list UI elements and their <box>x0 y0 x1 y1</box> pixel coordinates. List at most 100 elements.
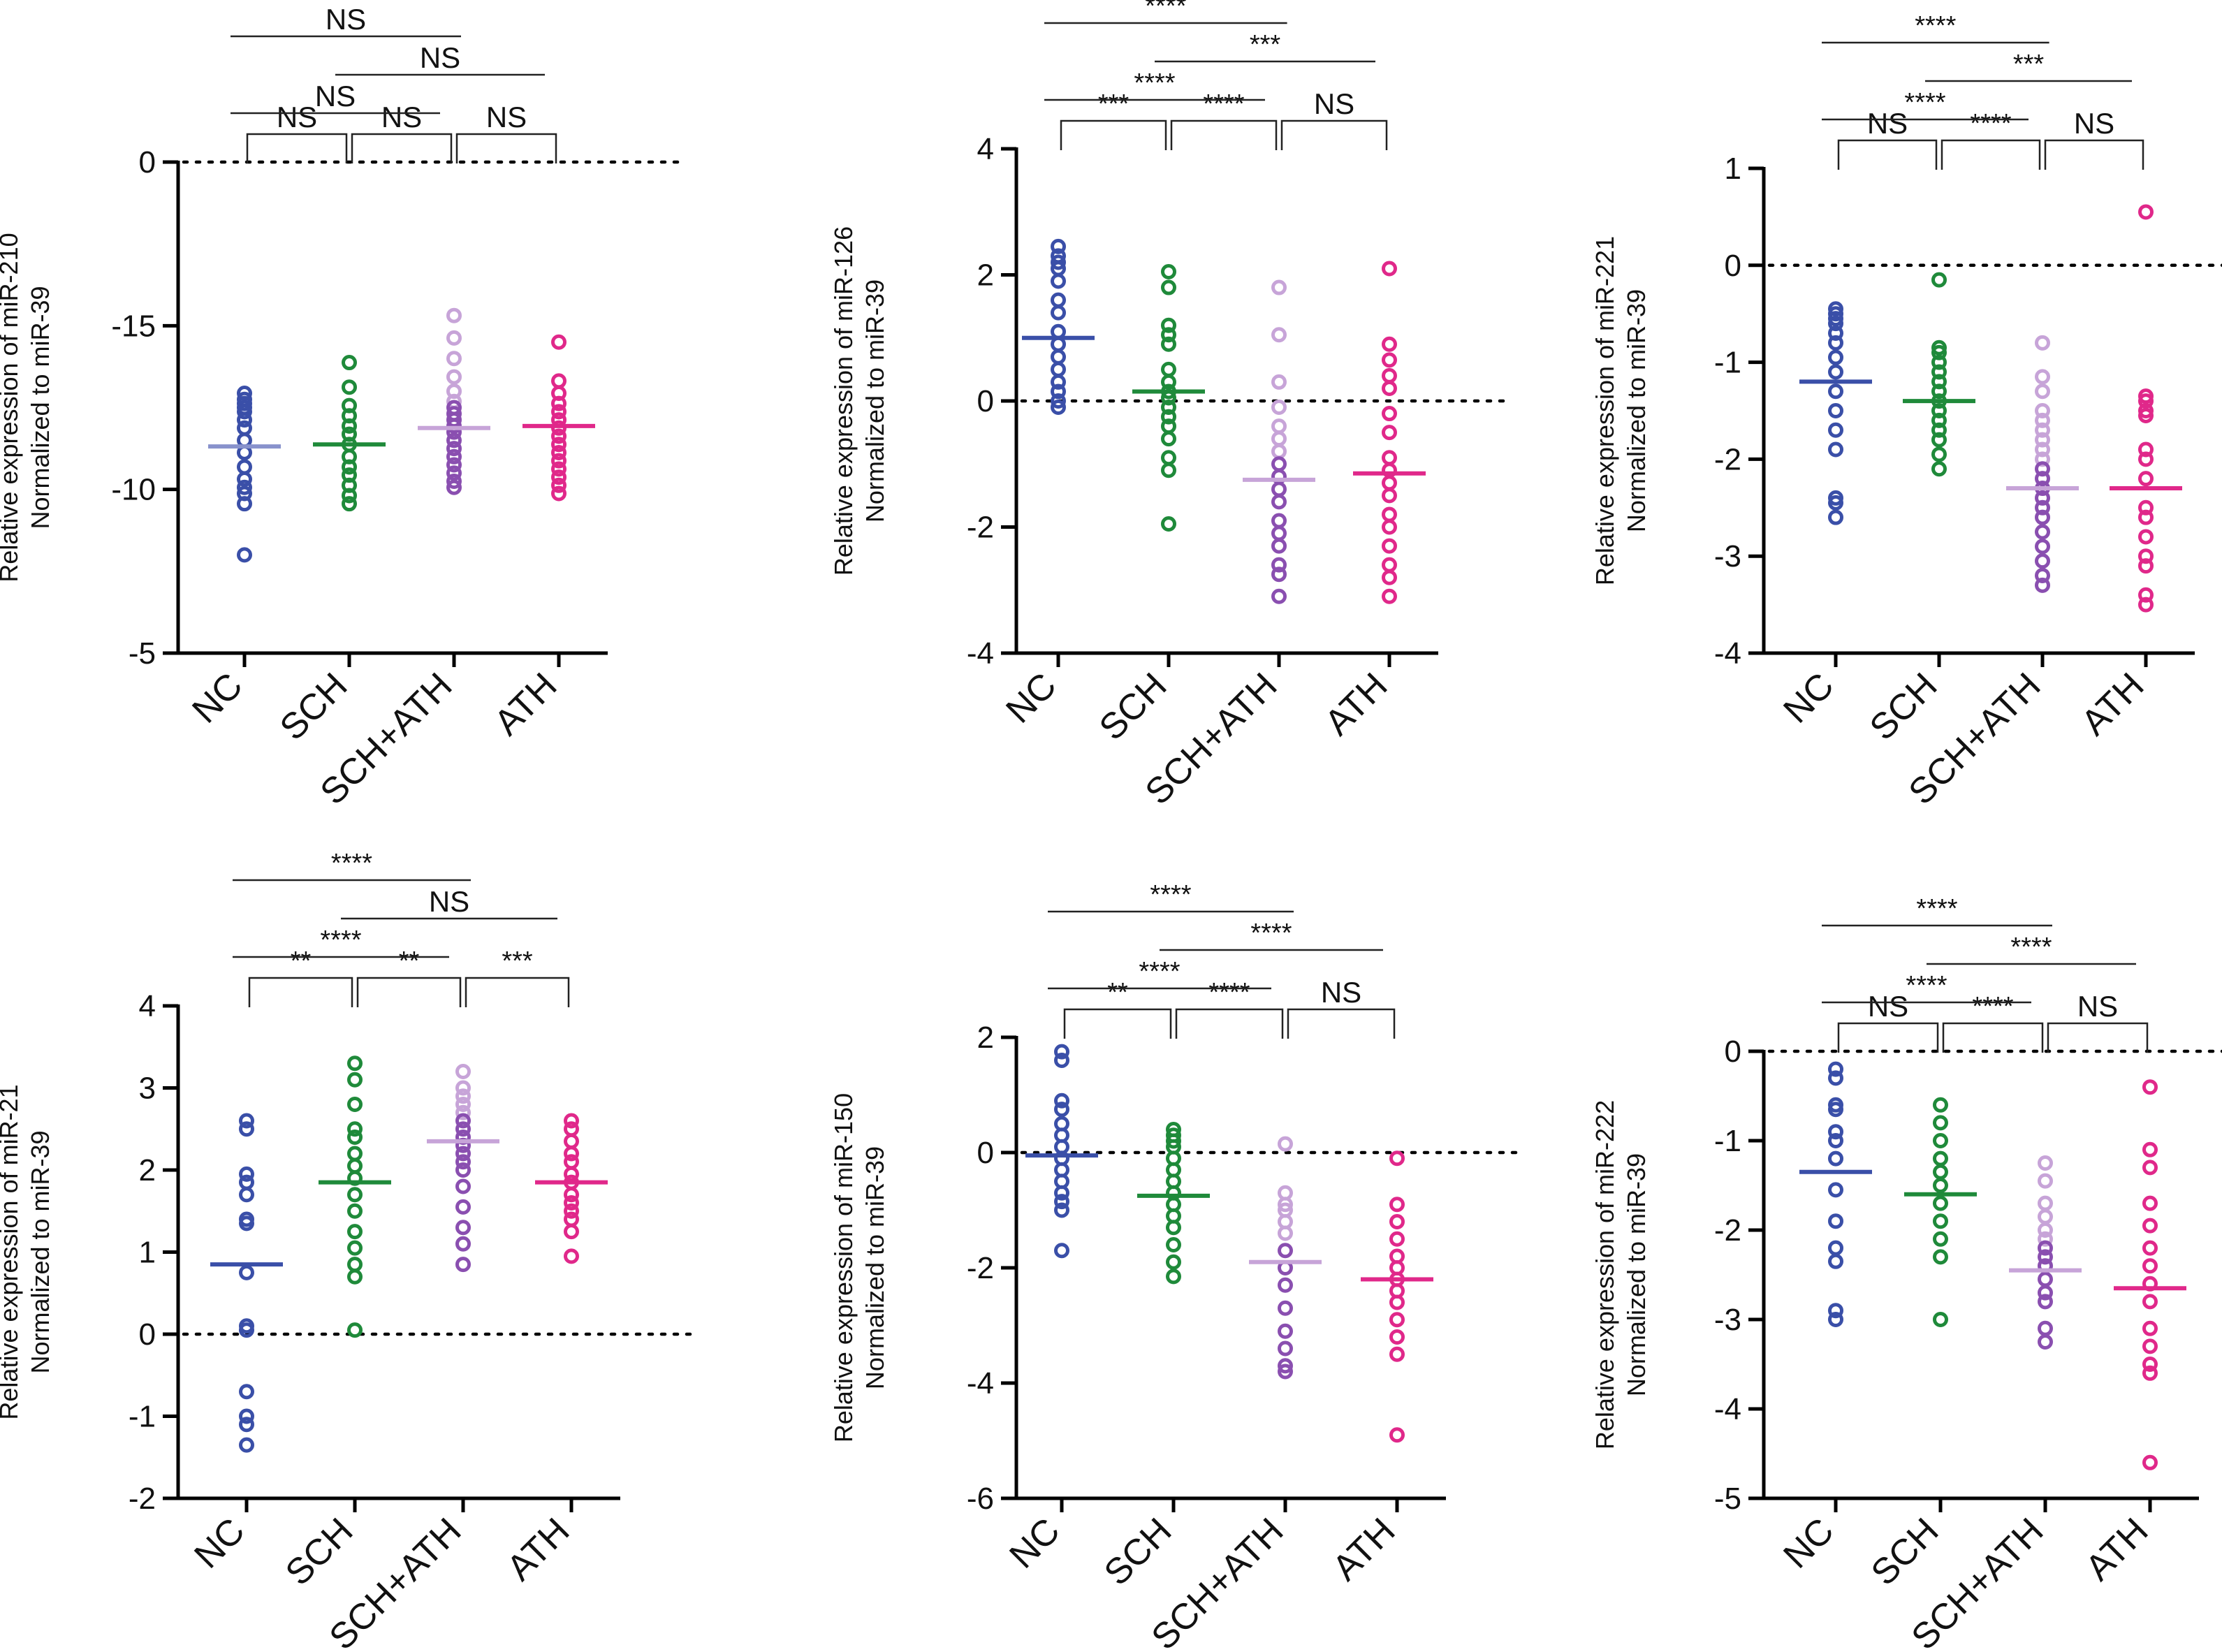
series-sch-ath <box>418 307 490 495</box>
significance-bracket: **** <box>1822 894 2052 927</box>
data-point <box>1161 516 1176 532</box>
data-point <box>1828 335 1843 351</box>
significance-bracket: *** <box>1155 30 1375 63</box>
significance-bracket: **** <box>1048 880 1294 913</box>
data-point <box>2142 1454 2158 1470</box>
significance-bracket: **** <box>1048 957 1271 990</box>
significance-bracket: *** <box>465 946 570 1007</box>
series-nc <box>1022 238 1095 416</box>
data-point <box>2038 1208 2053 1225</box>
significance-label: **** <box>1203 89 1244 119</box>
bracket-line <box>1175 1008 1284 1039</box>
significance-bracket: NS <box>231 3 461 38</box>
series-nc <box>1799 1061 1872 1327</box>
series-sch-ath <box>1249 1136 1322 1380</box>
y-tick-label: -2 <box>1714 1213 1741 1248</box>
data-point <box>2142 1357 2158 1372</box>
data-point <box>2038 1249 2053 1265</box>
category-label-ath: ATH <box>2074 665 2152 743</box>
significance-bracket: **** <box>233 849 471 882</box>
data-point <box>2035 509 2050 525</box>
data-point <box>2038 1231 2053 1247</box>
data-point <box>1828 316 1843 332</box>
data-point <box>1931 272 1947 288</box>
y-tick-label: -1 <box>129 1400 156 1434</box>
data-point <box>1271 327 1287 343</box>
data-point <box>347 1322 363 1338</box>
significance-label: **** <box>1250 919 1292 948</box>
data-point <box>1828 1124 1843 1140</box>
y-tick-label: 1 <box>139 1236 156 1270</box>
data-point <box>1389 1197 1405 1213</box>
data-point <box>551 373 567 389</box>
data-point <box>2035 567 2050 583</box>
data-point <box>564 1187 579 1203</box>
data-point <box>446 432 462 448</box>
data-point <box>1161 279 1176 295</box>
data-point <box>2138 509 2154 525</box>
data-point <box>1161 361 1176 377</box>
data-point <box>446 457 462 473</box>
significance-label: **** <box>1916 894 1957 923</box>
data-point <box>1054 1092 1069 1109</box>
data-point <box>2138 529 2154 545</box>
data-point <box>2142 1338 2158 1354</box>
data-point <box>2138 499 2154 516</box>
data-point <box>455 1178 471 1194</box>
data-point <box>237 459 252 475</box>
significance-label: **** <box>1150 880 1191 909</box>
data-point <box>1161 336 1176 352</box>
significance-label: *** <box>2013 50 2045 79</box>
significance-label: NS <box>1868 990 1908 1023</box>
data-point <box>564 1203 579 1219</box>
y-tick-label: -15 <box>111 309 156 343</box>
data-point <box>2038 1222 2053 1238</box>
significance-bracket: **** <box>1940 109 2041 170</box>
data-point <box>1389 1427 1405 1443</box>
y-axis-label-line2: Normalized to miR-39 <box>26 1130 54 1373</box>
data-point <box>1933 1150 1948 1167</box>
data-point <box>446 351 462 367</box>
data-point <box>551 334 567 350</box>
data-point <box>1278 1277 1293 1293</box>
data-point <box>1051 374 1066 390</box>
data-point <box>1933 1097 1948 1113</box>
data-point <box>455 1121 471 1137</box>
data-point <box>1051 400 1066 416</box>
data-point <box>1828 441 1843 458</box>
data-point <box>1051 349 1066 365</box>
category-label-sch: SCH <box>1097 1510 1180 1593</box>
data-point <box>239 1215 254 1231</box>
y-axis-label-line1: Relative expression of miR-210 <box>0 233 23 582</box>
data-point <box>1166 1220 1181 1236</box>
data-point <box>1166 1133 1181 1149</box>
y-tick-label: 0 <box>1725 249 1741 283</box>
data-point <box>1271 538 1287 554</box>
data-point <box>239 1187 254 1203</box>
data-point <box>1051 383 1066 400</box>
bracket-line <box>465 977 570 1007</box>
bracket-line <box>1280 119 1388 150</box>
y-tick-label: -1 <box>1714 1124 1741 1158</box>
bracket-line <box>1942 1022 2044 1053</box>
significance-bracket: NS <box>455 101 557 163</box>
data-point <box>564 1195 579 1211</box>
data-point <box>551 453 567 469</box>
data-point <box>2142 1240 2158 1256</box>
y-axis-label-line2: Normalized to miR-39 <box>861 279 889 522</box>
data-point <box>551 428 567 444</box>
data-point <box>1054 1053 1069 1068</box>
category-label-nc: NC <box>1776 1510 1841 1576</box>
series-nc <box>1025 1044 1098 1259</box>
data-point <box>2035 553 2050 569</box>
data-point <box>2142 1141 2158 1157</box>
category-label-nc: NC <box>998 665 1064 731</box>
significance-label: **** <box>1906 971 1947 1000</box>
series-sch <box>319 1055 391 1338</box>
series-sch <box>1132 263 1205 532</box>
data-point <box>564 1146 579 1162</box>
data-point <box>551 461 567 477</box>
bracket-line <box>1940 139 2041 170</box>
